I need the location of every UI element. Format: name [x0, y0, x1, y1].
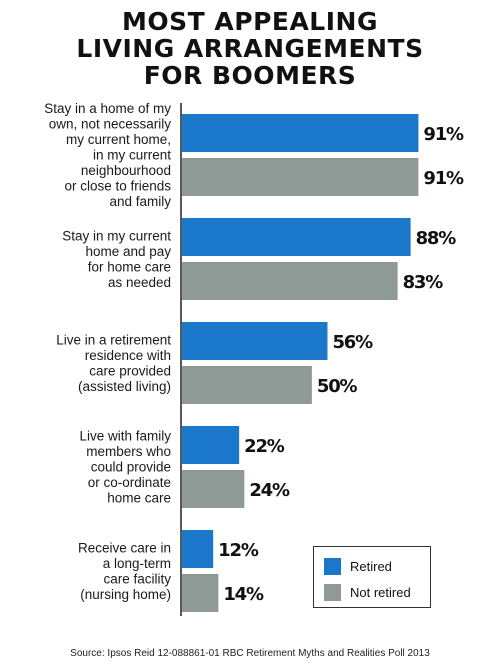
- category-label: in my current: [93, 148, 171, 163]
- category-label: home care: [107, 491, 171, 506]
- bar-not-retired: [182, 470, 245, 508]
- value-label: 24%: [249, 480, 290, 501]
- value-label: 88%: [416, 228, 457, 249]
- legend-swatch-not-retired: [324, 583, 341, 601]
- bar-not-retired: [182, 262, 398, 300]
- source-note: Source: Ipsos Reid 12-088861-01 RBC Reti…: [70, 648, 430, 659]
- category-label: home and pay: [85, 244, 171, 259]
- bar-not-retired: [182, 366, 312, 404]
- legend: Retired Not retired: [313, 546, 431, 608]
- category-label: or close to friends: [64, 179, 171, 194]
- value-label: 22%: [244, 436, 285, 457]
- category-label: Receive care in: [78, 540, 171, 555]
- bar-retired: [182, 322, 328, 360]
- bar-retired: [182, 218, 411, 256]
- category-label: neighbourhood: [81, 163, 171, 178]
- category-label: Stay in a home of my: [44, 101, 171, 116]
- category-label: residence with: [85, 348, 171, 363]
- bar-retired: [182, 426, 240, 464]
- title-line-3: FOR BOOMERS: [143, 61, 357, 90]
- value-label: 91%: [423, 168, 464, 189]
- value-label: 91%: [423, 124, 464, 145]
- bar-retired: [182, 114, 419, 152]
- category-label: care facility: [103, 571, 171, 586]
- legend-item-not-retired: Not retired: [324, 582, 411, 602]
- value-label: 83%: [403, 272, 444, 293]
- category-label: Stay in my current: [62, 228, 171, 243]
- title-line-1: MOST APPEALING: [122, 7, 378, 36]
- legend-swatch-retired: [324, 557, 341, 575]
- legend-label-not-retired: Not retired: [350, 584, 411, 600]
- category-label: Live in a retirement: [56, 332, 171, 347]
- legend-item-retired: Retired: [324, 556, 392, 576]
- category-label: and family: [109, 194, 171, 209]
- category-label: could provide: [91, 460, 171, 475]
- category-label: Live with family: [79, 429, 171, 444]
- bar-not-retired: [182, 158, 419, 196]
- category-label: my current home,: [66, 132, 171, 147]
- legend-label-retired: Retired: [350, 558, 392, 574]
- category-label: members who: [86, 444, 171, 459]
- category-label: for home care: [88, 259, 171, 274]
- category-label: care provided: [89, 363, 171, 378]
- category-label: a long-term: [103, 556, 171, 571]
- category-label: or co-ordinate: [88, 475, 171, 490]
- value-label: 50%: [317, 376, 358, 397]
- bar-retired: [182, 530, 214, 568]
- value-label: 12%: [218, 540, 259, 561]
- category-label: as needed: [108, 275, 171, 290]
- title-line-2: LIVING ARRANGEMENTS: [76, 34, 424, 63]
- value-label: 56%: [332, 332, 373, 353]
- value-label: 14%: [223, 584, 264, 605]
- category-label: (nursing home): [80, 587, 171, 602]
- category-label: (assisted living): [78, 379, 171, 394]
- chart-title: MOST APPEALING LIVING ARRANGEMENTS FOR B…: [0, 8, 500, 89]
- bar-not-retired: [182, 574, 219, 612]
- category-label: own, not necessarily: [49, 117, 172, 132]
